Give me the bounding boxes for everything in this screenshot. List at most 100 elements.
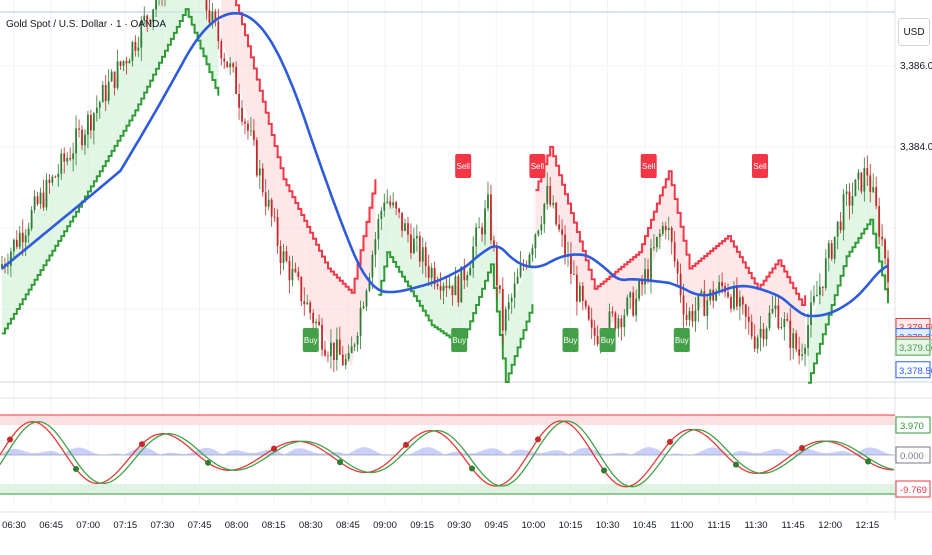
candle-body (335, 339, 338, 361)
osc-level-box (895, 480, 931, 498)
candle-body (688, 311, 691, 320)
candle-body (110, 71, 113, 82)
candle-body (738, 297, 741, 307)
candle-body (78, 128, 80, 130)
candle-body (661, 225, 664, 234)
sell-signal-label (752, 154, 768, 178)
candle-body (90, 114, 92, 131)
candle-body (679, 273, 682, 296)
candle-body (119, 61, 122, 66)
candle-body (626, 297, 629, 315)
candle-body (789, 320, 792, 349)
candle-body (244, 121, 246, 124)
candle-body (836, 221, 839, 237)
candle-body (564, 234, 566, 257)
candle-body (267, 199, 270, 207)
candle-body (45, 179, 48, 208)
candle-body (658, 233, 661, 237)
time-tick-label: 10:45 (633, 520, 657, 531)
candle-body (288, 261, 291, 281)
candle-body (736, 287, 738, 307)
osc-level-box (895, 446, 931, 464)
candle-body (421, 247, 424, 262)
candle-body (415, 235, 418, 239)
candle-body (827, 243, 830, 259)
candle-body (484, 208, 486, 235)
candle-body (653, 247, 655, 249)
candle-body (143, 15, 146, 21)
candle-body (217, 21, 220, 42)
candle-body (795, 333, 798, 350)
candle-body (490, 194, 492, 241)
candle-body (457, 276, 460, 303)
time-tick-label: 07:45 (188, 520, 212, 531)
candle-body (756, 337, 759, 349)
candle-body (324, 349, 326, 356)
candle-body (537, 230, 540, 235)
candle-body (223, 58, 226, 62)
buy-signal-label (562, 328, 579, 352)
candle-body (380, 210, 383, 220)
candle-body (72, 153, 75, 160)
candle-body (252, 130, 255, 140)
oscillator-pane (0, 414, 895, 495)
candle-body (460, 266, 463, 303)
buy-signal-label (302, 328, 319, 352)
candle-body (21, 232, 24, 243)
candle-body (712, 289, 715, 301)
buy-signal-label (673, 328, 690, 352)
candle-body (581, 285, 584, 301)
candle-body (635, 298, 638, 316)
candle-body (810, 302, 812, 326)
candle-body (7, 265, 9, 267)
candle-body (469, 267, 472, 276)
sell-signal-label (529, 154, 546, 178)
candle-body (12, 239, 15, 252)
candle-body (531, 248, 534, 255)
candle-body (721, 282, 723, 286)
candle-body (113, 71, 116, 88)
price-label-text: 3,379.57 (899, 322, 932, 333)
price-tick-label: 3,386.000 (900, 61, 932, 72)
candle-body (638, 280, 641, 299)
candle-body (92, 113, 95, 131)
candle-body (87, 114, 89, 135)
candle-body (312, 312, 315, 324)
candle-body (350, 346, 353, 354)
candle-body (386, 201, 389, 203)
candle-body (303, 301, 306, 305)
candle-body (487, 194, 489, 209)
symbol-title[interactable]: Gold Spot / U.S. Dollar · 1 · OANDA (6, 19, 167, 30)
cross-dot (733, 461, 739, 468)
candle-body (389, 201, 392, 206)
candle-body (276, 217, 279, 246)
candle-body (854, 179, 857, 197)
candle-body (596, 335, 599, 345)
candle-body (513, 283, 516, 298)
candle-body (410, 234, 412, 254)
buy-signal-text: Buy (564, 336, 578, 345)
candle-body (718, 282, 721, 293)
cross-dot (799, 444, 805, 451)
candle-body (137, 47, 140, 51)
candle-body (285, 251, 288, 262)
candle-body (208, 10, 211, 23)
oscillator-slow-line (0, 420, 895, 488)
time-tick-label: 09:45 (484, 520, 508, 531)
candle-body (504, 309, 507, 331)
candle-body (543, 203, 546, 225)
candle-body (650, 248, 652, 280)
candle-body (744, 304, 747, 317)
currency-button[interactable]: USD (898, 18, 930, 46)
candle-body (463, 266, 466, 281)
signal-markers: Sell Sell Sell Sell Buy Buy Buy Buy Buy (302, 154, 768, 352)
candle-body (63, 153, 66, 162)
candle-body (84, 134, 86, 146)
candle-body (101, 84, 104, 103)
candle-body (9, 251, 12, 266)
candle-body (282, 251, 285, 263)
oversold-zone (0, 484, 895, 494)
candle-body (472, 246, 475, 268)
